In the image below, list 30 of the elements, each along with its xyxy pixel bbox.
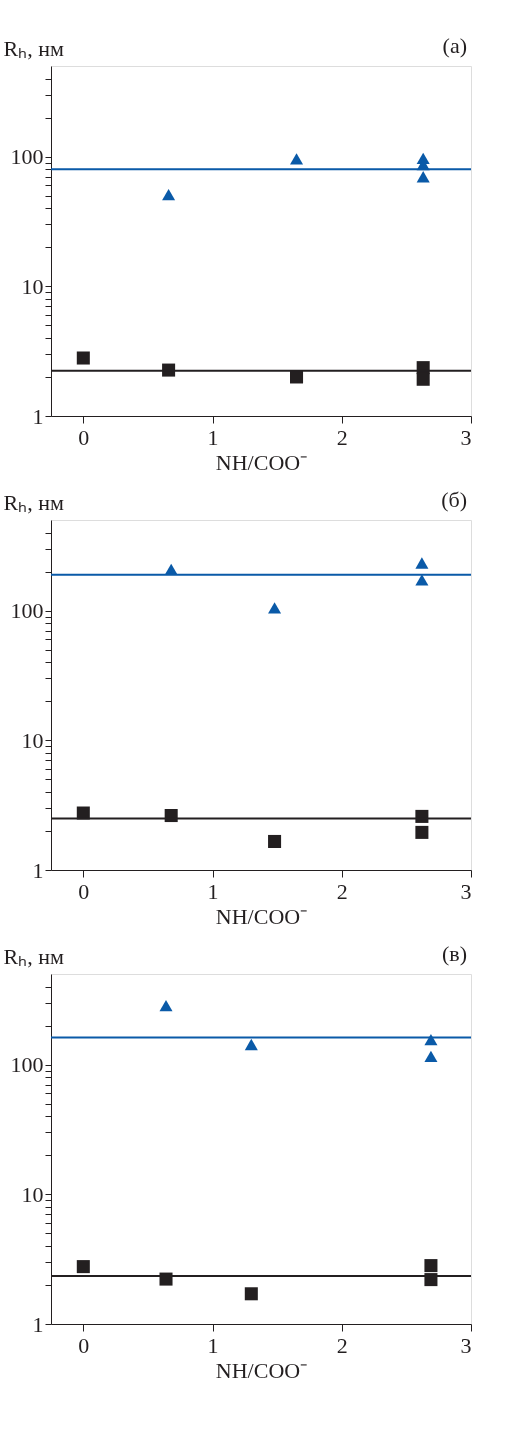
x-axis-title: NH/COO⁻ (215, 903, 308, 929)
x-axis-title: NH/COO⁻ (215, 1357, 308, 1383)
x-tick-label: 0 (78, 878, 90, 904)
x-tick-label: 1 (207, 424, 219, 450)
y-tick-label: 100 (10, 144, 44, 170)
y-tick-label: 1 (32, 857, 44, 883)
x-tick-label: 1 (207, 1332, 219, 1358)
y-tick-label: 1 (32, 1311, 44, 1337)
x-tick-label: 3 (460, 878, 472, 904)
x-tick-label: 1 (207, 878, 219, 904)
x-tick-label: 3 (460, 424, 472, 450)
text: (в) (441, 941, 467, 966)
x-axis-title: NH/COO⁻ (215, 449, 308, 475)
x-tick-label: 2 (336, 878, 348, 904)
x-tick-label: 0 (78, 1332, 90, 1358)
x-tick-label: 3 (460, 1332, 472, 1358)
y-tick-label: 1 (32, 403, 44, 429)
x-tick-label: 2 (336, 424, 348, 450)
y-tick-label: 100 (10, 1052, 44, 1078)
y-tick-label: 10 (21, 727, 44, 753)
text: (б) (441, 487, 467, 512)
y-axis-title: Rₕ, нм (3, 489, 64, 515)
x-tick-label: 0 (78, 424, 90, 450)
y-tick-label: 10 (21, 1181, 44, 1207)
y-tick-label: 100 (10, 598, 44, 624)
x-tick-label: 2 (336, 1332, 348, 1358)
y-axis-title: Rₕ, нм (3, 943, 64, 969)
text: (a) (442, 33, 467, 58)
y-tick-label: 10 (21, 273, 44, 299)
y-axis-title: Rₕ, нм (3, 35, 64, 61)
